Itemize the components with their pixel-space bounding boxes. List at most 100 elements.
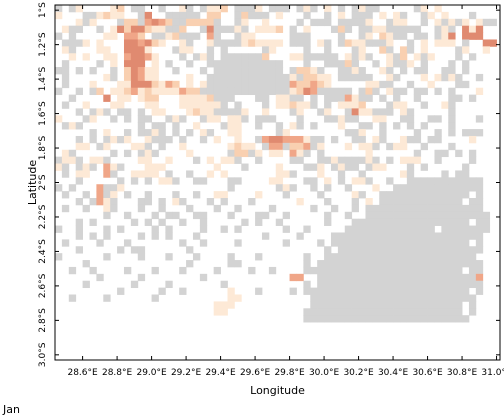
no-data-cell xyxy=(448,294,456,302)
data-cell xyxy=(165,18,173,27)
no-data-cell xyxy=(468,94,477,102)
no-data-cell xyxy=(186,204,194,213)
no-data-cell xyxy=(386,25,394,33)
no-data-cell xyxy=(413,301,422,309)
data-cell xyxy=(448,39,456,47)
no-data-cell xyxy=(427,225,435,233)
x-tick-label: 29.8°E xyxy=(274,368,305,378)
no-data-cell xyxy=(248,87,256,96)
data-cell xyxy=(96,198,104,206)
no-data-cell xyxy=(144,129,152,137)
no-data-cell xyxy=(379,287,387,295)
data-cell xyxy=(206,25,215,33)
no-data-cell xyxy=(399,60,408,68)
data-cell xyxy=(234,129,242,137)
data-cell xyxy=(165,177,173,185)
no-data-cell xyxy=(358,260,366,268)
data-cell xyxy=(96,39,104,47)
no-data-cell xyxy=(296,18,304,27)
no-data-cell xyxy=(144,218,152,226)
no-data-cell xyxy=(441,184,449,192)
no-data-cell xyxy=(55,184,63,192)
no-data-cell xyxy=(448,25,456,33)
no-data-cell xyxy=(75,218,83,226)
no-data-cell xyxy=(427,204,435,213)
no-data-cell xyxy=(199,218,208,226)
no-data-cell xyxy=(199,67,208,75)
no-data-cell xyxy=(462,294,470,302)
no-data-cell xyxy=(455,177,463,185)
no-data-cell xyxy=(434,253,442,261)
data-cell xyxy=(151,101,159,109)
no-data-cell xyxy=(427,308,435,316)
data-cell xyxy=(165,87,173,96)
no-data-cell xyxy=(393,273,401,282)
no-data-cell xyxy=(172,25,180,33)
data-cell xyxy=(275,142,284,151)
data-cell xyxy=(310,87,318,96)
no-data-cell xyxy=(61,204,70,213)
no-data-cell xyxy=(427,301,435,309)
no-data-cell xyxy=(172,177,180,185)
no-data-cell xyxy=(468,225,477,233)
no-data-cell xyxy=(406,39,415,47)
data-cell xyxy=(137,170,146,178)
no-data-cell xyxy=(310,122,318,130)
no-data-cell xyxy=(103,225,111,233)
no-data-cell xyxy=(386,246,394,254)
no-data-cell xyxy=(234,39,242,47)
no-data-cell xyxy=(358,18,366,27)
no-data-cell xyxy=(406,25,415,33)
no-data-cell xyxy=(186,32,194,40)
data-cell xyxy=(365,80,373,89)
no-data-cell xyxy=(289,287,297,295)
no-data-cell xyxy=(117,246,125,254)
no-data-cell xyxy=(344,239,353,247)
no-data-cell xyxy=(393,87,401,96)
no-data-cell xyxy=(365,122,373,130)
data-cell xyxy=(489,39,497,47)
no-data-cell xyxy=(324,218,332,226)
no-data-cell xyxy=(337,177,346,185)
no-data-cell xyxy=(123,129,132,137)
data-cell xyxy=(206,94,215,102)
data-cell xyxy=(123,80,132,89)
no-data-cell xyxy=(448,287,456,295)
no-data-cell xyxy=(344,87,353,96)
no-data-cell xyxy=(324,101,332,109)
no-data-cell xyxy=(413,218,422,226)
no-data-cell xyxy=(310,177,318,185)
no-data-cell xyxy=(303,39,311,47)
data-cell xyxy=(82,53,90,61)
no-data-cell xyxy=(399,232,408,240)
no-data-cell xyxy=(455,53,463,61)
no-data-cell xyxy=(172,122,180,130)
data-cell xyxy=(117,5,125,13)
data-cell xyxy=(296,198,304,206)
no-data-cell xyxy=(324,60,332,68)
no-data-cell xyxy=(96,273,104,282)
no-data-cell xyxy=(310,315,318,323)
data-cell xyxy=(96,184,104,192)
data-cell xyxy=(351,94,359,102)
data-cell xyxy=(110,5,118,13)
no-data-cell xyxy=(296,73,304,82)
no-data-cell xyxy=(413,253,422,261)
no-data-cell xyxy=(434,239,442,247)
no-data-cell xyxy=(406,260,415,268)
no-data-cell xyxy=(406,170,415,178)
no-data-cell xyxy=(137,11,146,20)
no-data-cell xyxy=(179,18,187,27)
no-data-cell xyxy=(103,211,111,220)
data-cell xyxy=(275,94,284,102)
no-data-cell xyxy=(330,53,339,61)
data-cell xyxy=(61,149,70,158)
no-data-cell xyxy=(386,253,394,261)
no-data-cell xyxy=(379,198,387,206)
no-data-cell xyxy=(393,122,401,130)
no-data-cell xyxy=(462,232,470,240)
no-data-cell xyxy=(103,191,111,199)
no-data-cell xyxy=(427,198,435,206)
no-data-cell xyxy=(427,273,435,282)
data-cell xyxy=(468,25,477,33)
